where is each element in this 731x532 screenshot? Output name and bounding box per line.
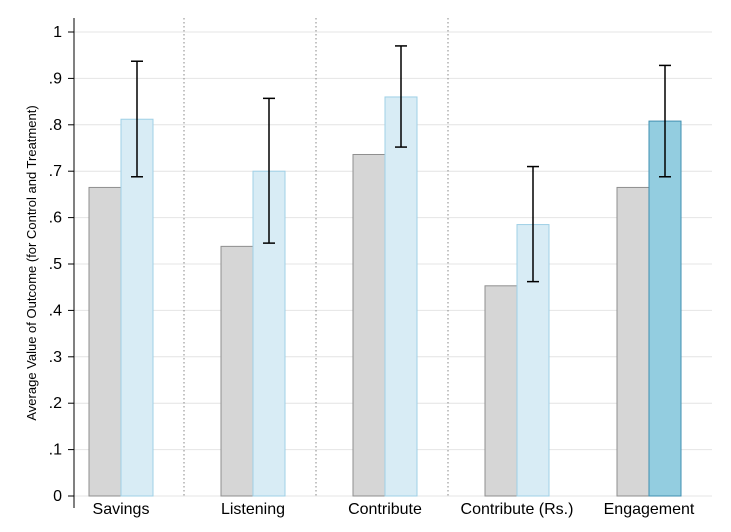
bar-treatment (384, 96, 418, 497)
y-tick-label: .5 (49, 256, 62, 273)
y-tick-label: 1 (53, 24, 62, 41)
y-tick-label: 0 (53, 488, 62, 505)
bar-control (220, 245, 254, 497)
y-tick-labels: 0 .1 .2 .3 .4 .5 .6 .7 .8 .9 1 (49, 24, 62, 505)
category-label: Contribute (Rs.) (461, 501, 574, 518)
y-tick-label: .1 (49, 442, 62, 459)
bar-control (352, 153, 386, 497)
bar-treatment (648, 120, 682, 497)
bar-control (88, 186, 122, 497)
y-tick-label: .8 (49, 117, 62, 134)
y-tick-label: .6 (49, 210, 62, 227)
y-tick-label: .2 (49, 395, 62, 412)
category-labels: Savings Listening Contribute Contribute (Rs… (93, 501, 695, 518)
category-label: Savings (93, 501, 150, 518)
bars (88, 96, 682, 497)
y-tick-label: .9 (49, 70, 62, 87)
category-label: Engagement (604, 501, 695, 518)
y-tick-label: .4 (49, 302, 62, 319)
category-label: Listening (221, 501, 285, 518)
y-tick-label: .3 (49, 349, 62, 366)
bar-control (484, 285, 518, 497)
bar-control (616, 186, 650, 497)
y-axis-title: Average Value of Outcome (for Control an… (24, 105, 39, 420)
bar-treatment (120, 118, 154, 497)
error-bars (131, 45, 671, 283)
y-tick-label: .7 (49, 163, 62, 180)
y-axis (68, 18, 75, 508)
category-label: Contribute (348, 501, 422, 518)
